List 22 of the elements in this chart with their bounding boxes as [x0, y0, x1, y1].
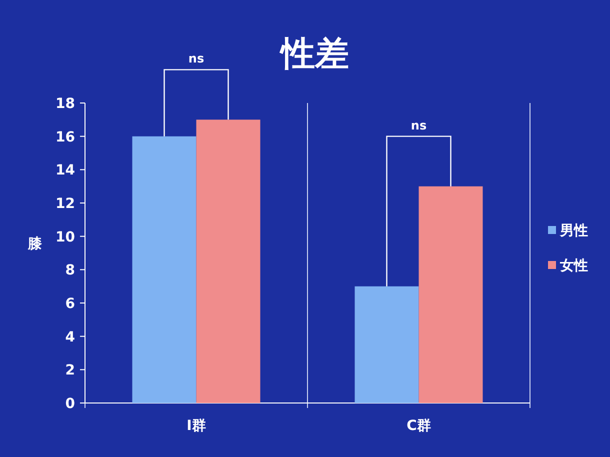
y-tick-label: 16	[56, 129, 75, 146]
legend-label: 女性	[559, 258, 588, 274]
y-tick-label: 0	[65, 396, 76, 412]
bar	[354, 286, 419, 403]
y-tick-label: 2	[65, 362, 75, 379]
bar	[132, 136, 196, 403]
legend-label: 男性	[559, 223, 588, 239]
text: ns	[188, 52, 204, 66]
bar	[196, 120, 260, 403]
y-tick-label: 12	[56, 196, 75, 212]
x-tick-label: I群	[186, 418, 206, 434]
chart-title: 性差	[279, 34, 349, 74]
y-axis-title: 膝	[27, 236, 43, 252]
y-tick-label: 18	[56, 96, 75, 112]
y-tick-label: 14	[56, 162, 76, 179]
y-tick-label: 8	[65, 262, 75, 279]
y-tick-label: 6	[65, 296, 75, 312]
x-tick-label: C群	[406, 418, 431, 434]
y-tick-label: 4	[65, 329, 76, 346]
bar	[418, 186, 483, 403]
y-tick-label: 10	[56, 229, 76, 246]
annotation: ns	[410, 118, 427, 132]
